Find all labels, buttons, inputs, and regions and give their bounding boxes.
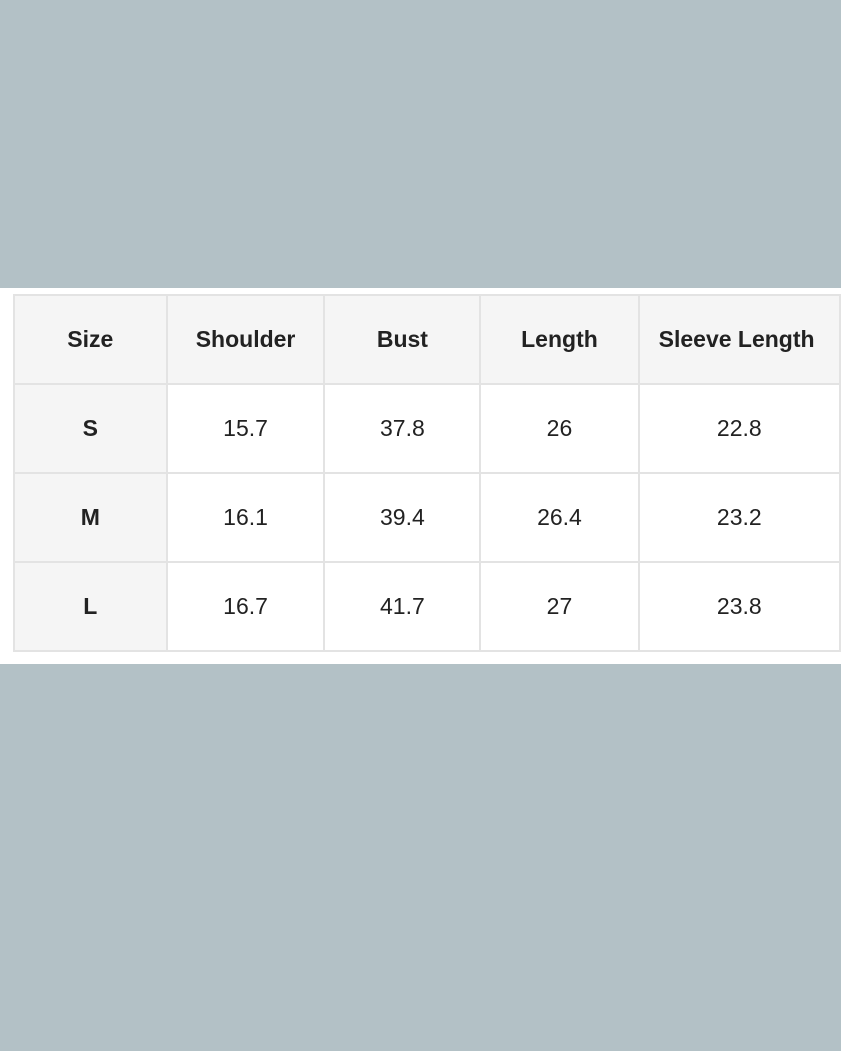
bust-cell: 41.7 <box>323 561 482 652</box>
size-chart-panel: Size Shoulder Bust Length Sleeve Length … <box>0 288 841 664</box>
header-shoulder: Shoulder <box>165 294 326 385</box>
length-cell: 27 <box>479 561 640 652</box>
shoulder-cell: 15.7 <box>165 383 326 474</box>
table-row: L 16.7 41.7 27 23.8 <box>13 561 841 652</box>
size-cell: L <box>13 561 168 652</box>
size-cell: M <box>13 472 168 563</box>
size-cell: S <box>13 383 168 474</box>
table-row: S 15.7 37.8 26 22.8 <box>13 383 841 474</box>
length-cell: 26.4 <box>479 472 640 563</box>
length-cell: 26 <box>479 383 640 474</box>
shoulder-cell: 16.7 <box>165 561 326 652</box>
sleeve-length-cell: 22.8 <box>637 383 841 474</box>
header-row: Size Shoulder Bust Length Sleeve Length <box>13 294 841 385</box>
size-chart-table: Size Shoulder Bust Length Sleeve Length … <box>13 294 841 652</box>
header-size: Size <box>13 294 168 385</box>
shoulder-cell: 16.1 <box>165 472 326 563</box>
sleeve-length-cell: 23.8 <box>637 561 841 652</box>
header-bust: Bust <box>323 294 482 385</box>
header-length: Length <box>479 294 640 385</box>
bust-cell: 37.8 <box>323 383 482 474</box>
bust-cell: 39.4 <box>323 472 482 563</box>
table-row: M 16.1 39.4 26.4 23.2 <box>13 472 841 563</box>
header-sleeve-length: Sleeve Length <box>637 294 841 385</box>
sleeve-length-cell: 23.2 <box>637 472 841 563</box>
